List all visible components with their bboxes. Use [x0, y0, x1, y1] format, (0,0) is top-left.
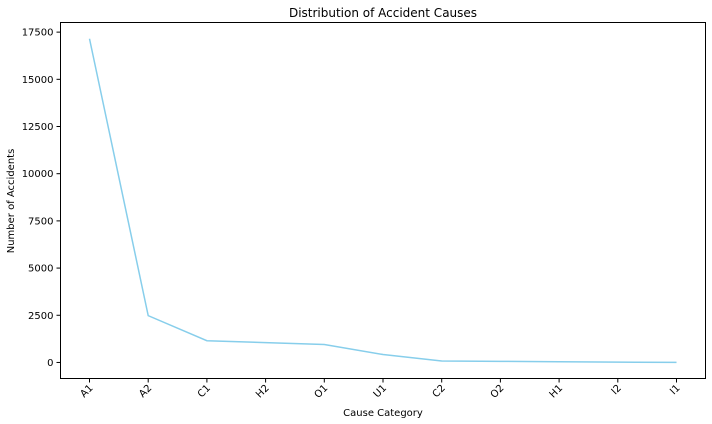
y-tick-label: 12500	[22, 122, 54, 133]
x-tick-label: C2	[431, 383, 448, 400]
y-tick-label: 10000	[22, 169, 54, 180]
x-axis-title: Cause Category	[343, 408, 423, 419]
x-tick-label: H2	[254, 383, 272, 401]
x-tick-label: I2	[610, 383, 624, 397]
y-axis: 0 2500 5000 7500 10000 12500 15000 17500	[22, 28, 61, 369]
y-tick-label: 7500	[28, 216, 53, 227]
x-tick-label: A2	[137, 383, 154, 400]
y-tick-label: 2500	[28, 311, 53, 322]
x-tick-label: A1	[79, 383, 96, 400]
y-tick-label: 15000	[22, 75, 54, 86]
x-tick-label: U1	[372, 383, 389, 400]
x-axis: A1 A2 C1 H2 O1 U1 C2 O2 H1 I2 I1	[79, 378, 683, 401]
x-tick-label: I1	[668, 383, 682, 397]
y-tick-label: 5000	[28, 264, 53, 275]
y-tick-label: 0	[47, 358, 53, 369]
x-tick-label: O1	[313, 383, 331, 401]
x-tick-label: H1	[548, 383, 566, 401]
x-tick-label: O2	[489, 383, 507, 401]
series-layer	[88, 38, 677, 364]
y-axis-title: Number of Accidents	[6, 149, 17, 254]
x-tick-label: C1	[196, 383, 213, 400]
plot-area	[60, 22, 706, 379]
y-tick-label: 17500	[22, 28, 54, 39]
chart-title: Distribution of Accident Causes	[289, 6, 477, 20]
